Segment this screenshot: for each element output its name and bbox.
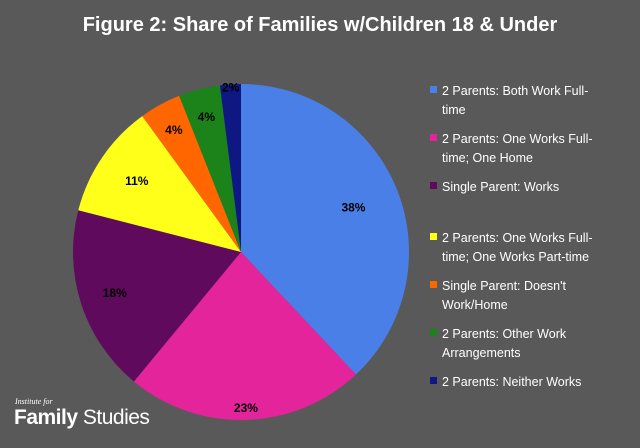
pie-slice bbox=[73, 210, 241, 382]
legend-label-line: 2 Parents: Neither Works bbox=[442, 375, 582, 389]
legend-label-line: 2 Parents: Other Work bbox=[442, 327, 567, 341]
pie-slice bbox=[179, 85, 241, 252]
legend-swatch bbox=[430, 233, 437, 240]
pie-slice bbox=[133, 252, 357, 421]
legend-label-line: 2 Parents: One Works Full- bbox=[442, 132, 593, 146]
logo-wordmark: Family Studies bbox=[14, 406, 150, 429]
legend-swatch bbox=[430, 182, 437, 189]
legend-swatch bbox=[430, 86, 437, 93]
slice-data-label: 11% bbox=[125, 174, 149, 188]
slice-data-label: 2% bbox=[222, 81, 240, 95]
logo-tagline: Institute for bbox=[15, 397, 53, 406]
legend-swatch bbox=[430, 377, 437, 384]
pie-slice bbox=[142, 95, 241, 253]
slice-data-label: 18% bbox=[103, 286, 127, 300]
slice-data-label: 23% bbox=[234, 401, 258, 415]
slice-data-label: 4% bbox=[165, 123, 183, 137]
legend-label-line: Single Parent: Doesn't bbox=[442, 279, 566, 293]
institute-logo: Institute for Family Studies bbox=[14, 397, 150, 429]
pie-slice bbox=[219, 84, 241, 252]
logo-word-studies: Studies bbox=[77, 406, 150, 429]
legend-swatch bbox=[430, 134, 437, 141]
legend-label-line: 2 Parents: One Works Full- bbox=[442, 231, 593, 245]
logo-word-family: Family bbox=[14, 406, 78, 429]
pie-slice bbox=[78, 116, 241, 252]
pie-slice bbox=[241, 84, 409, 375]
legend-label-line: 2 Parents: Both Work Full- bbox=[442, 84, 589, 98]
legend-label-line: Single Parent: Works bbox=[442, 180, 560, 194]
legend-label-line: Work/Home bbox=[442, 298, 508, 312]
slice-data-label: 38% bbox=[341, 200, 365, 214]
legend-label-line: Arrangements bbox=[442, 346, 521, 360]
chart-title: Figure 2: Share of Families w/Children 1… bbox=[82, 14, 558, 36]
legend-label-line: time; One Home bbox=[442, 151, 534, 165]
legend-swatch bbox=[430, 281, 437, 288]
slice-data-label: 4% bbox=[198, 110, 216, 124]
legend-label-line: time; One Works Part-time bbox=[442, 250, 590, 264]
legend-swatch bbox=[430, 329, 437, 336]
legend-label-line: time bbox=[442, 103, 466, 117]
